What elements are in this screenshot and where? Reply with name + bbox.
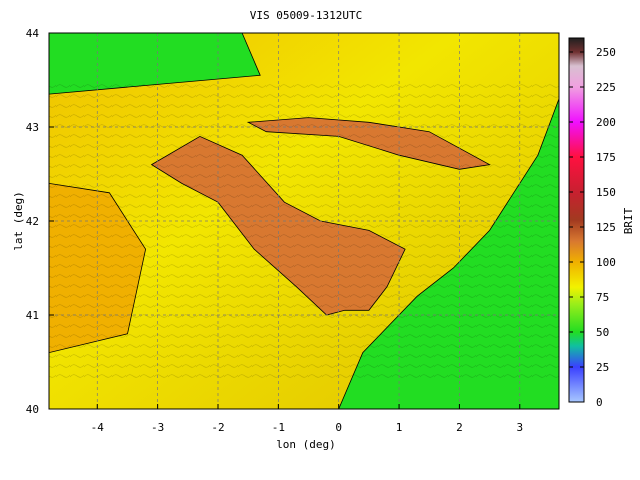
- colorbar-tick-label: 225: [596, 81, 616, 94]
- colorbar-tick-label: 150: [596, 186, 616, 199]
- relief-texture: [49, 80, 559, 380]
- y-axis: 40 41 42 43 44: [26, 27, 54, 416]
- colorbar-tick-label: 50: [596, 326, 609, 339]
- y-tick-label: 40: [26, 403, 39, 416]
- colorbar-ticks: 0 25 50 75 100 125 150 175 200 225 250: [569, 46, 616, 409]
- colorbar-tick-label: 175: [596, 151, 616, 164]
- x-tick-label: 0: [335, 421, 342, 434]
- colorbar-tick-label: 25: [596, 361, 609, 374]
- x-tick-label: 3: [516, 421, 523, 434]
- y-tick-label: 44: [26, 27, 40, 40]
- region-sea-north: [49, 33, 261, 95]
- y-tick-label: 42: [26, 215, 39, 228]
- x-tick-label: -3: [151, 421, 164, 434]
- y-tick-label: 41: [26, 309, 39, 322]
- colorbar-fill: [569, 38, 584, 402]
- x-tick-label: -4: [91, 421, 105, 434]
- grid-layer: [49, 33, 559, 409]
- plot-area: [49, 33, 559, 409]
- y-axis-label: lat (deg): [12, 191, 25, 251]
- colorbar-tick-label: 0: [596, 396, 603, 409]
- colorbar-frame: [568, 37, 585, 403]
- colorbar-tick-label: 250: [596, 46, 616, 59]
- colorbar: 0 25 50 75 100 125 150 175 200 225 250 BRIT: [568, 37, 635, 409]
- chart-title: VIS 05009-1312UTC: [250, 9, 363, 22]
- colorbar-tick-label: 125: [596, 221, 616, 234]
- colorbar-label: BRIT: [622, 207, 635, 234]
- y-tick-label: 43: [26, 121, 39, 134]
- colorbar-tick-label: 200: [596, 116, 616, 129]
- x-tick-label: -2: [211, 421, 224, 434]
- x-axis: -4 -3 -2 -1 0 1 2 3: [91, 404, 523, 434]
- colorbar-tick-label: 100: [596, 256, 616, 269]
- x-tick-label: 1: [396, 421, 403, 434]
- x-axis-label: lon (deg): [276, 438, 336, 451]
- x-tick-label: 2: [456, 421, 463, 434]
- colorbar-tick-label: 75: [596, 291, 609, 304]
- x-tick-label: -1: [272, 421, 285, 434]
